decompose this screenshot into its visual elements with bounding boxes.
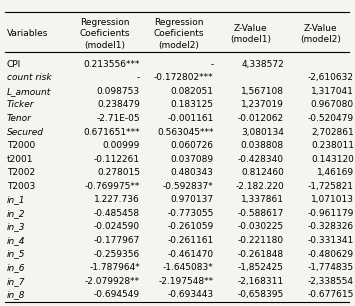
- Text: -2.182.220: -2.182.220: [235, 182, 284, 191]
- Text: Secured: Secured: [7, 128, 44, 136]
- Text: -0.428340: -0.428340: [238, 155, 284, 164]
- Text: 0.143120: 0.143120: [311, 155, 354, 164]
- Text: 0.038808: 0.038808: [241, 141, 284, 150]
- Text: -0.172802***: -0.172802***: [154, 73, 214, 82]
- Text: -0.961179: -0.961179: [308, 209, 354, 218]
- Text: -0.485458: -0.485458: [94, 209, 140, 218]
- Text: t2001: t2001: [7, 155, 33, 164]
- Text: -0.024590: -0.024590: [94, 222, 140, 232]
- Text: 0.238011: 0.238011: [311, 141, 354, 150]
- Text: -0.694549: -0.694549: [94, 290, 140, 299]
- Text: -0.773055: -0.773055: [167, 209, 214, 218]
- Text: count risk: count risk: [7, 73, 51, 82]
- Text: in_3: in_3: [7, 222, 25, 232]
- Text: 0.812460: 0.812460: [241, 168, 284, 177]
- Text: -1.645083*: -1.645083*: [163, 263, 214, 272]
- Text: in_5: in_5: [7, 250, 25, 259]
- Text: Z-Value
(model1): Z-Value (model1): [230, 24, 271, 44]
- Text: -0.261059: -0.261059: [168, 222, 214, 232]
- Text: CPI: CPI: [7, 60, 21, 69]
- Text: Variables: Variables: [7, 29, 48, 39]
- Text: -0.328326: -0.328326: [308, 222, 354, 232]
- Text: T2003: T2003: [7, 182, 35, 191]
- Text: in_7: in_7: [7, 277, 25, 286]
- Text: -2.71E-05: -2.71E-05: [96, 114, 140, 123]
- Text: -0.592837*: -0.592837*: [163, 182, 214, 191]
- Text: -0.588617: -0.588617: [237, 209, 284, 218]
- Text: -0.001161: -0.001161: [167, 114, 214, 123]
- Text: -1,774835: -1,774835: [308, 263, 354, 272]
- Text: 0.967080: 0.967080: [311, 100, 354, 110]
- Text: -2,610632: -2,610632: [308, 73, 354, 82]
- Text: Regression
Coeficients
(model1): Regression Coeficients (model1): [80, 18, 130, 50]
- Text: -0.480629: -0.480629: [308, 250, 354, 259]
- Text: -0.331341: -0.331341: [308, 236, 354, 245]
- Text: Z-Value
(model2): Z-Value (model2): [300, 24, 341, 44]
- Text: 1,46169: 1,46169: [317, 168, 354, 177]
- Text: -1.787964*: -1.787964*: [89, 263, 140, 272]
- Text: 0.098753: 0.098753: [97, 87, 140, 96]
- Text: 0.00999: 0.00999: [103, 141, 140, 150]
- Text: 3,080134: 3,080134: [241, 128, 284, 136]
- Text: in_8: in_8: [7, 290, 25, 299]
- Text: 4,338572: 4,338572: [241, 60, 284, 69]
- Text: 0.037089: 0.037089: [170, 155, 214, 164]
- Text: -0,658395: -0,658395: [237, 290, 284, 299]
- Text: -0.461470: -0.461470: [168, 250, 214, 259]
- Text: T2000: T2000: [7, 141, 35, 150]
- Text: -0.261848: -0.261848: [238, 250, 284, 259]
- Text: 0.563045***: 0.563045***: [157, 128, 214, 136]
- Text: Regression
Coeficients
(model2): Regression Coeficients (model2): [153, 18, 204, 50]
- Text: -0.221180: -0.221180: [238, 236, 284, 245]
- Text: 1,237019: 1,237019: [241, 100, 284, 110]
- Text: Tenor: Tenor: [7, 114, 32, 123]
- Text: 0.238479: 0.238479: [97, 100, 140, 110]
- Text: -0.677615: -0.677615: [308, 290, 354, 299]
- Text: -0.177967: -0.177967: [94, 236, 140, 245]
- Text: in_6: in_6: [7, 263, 25, 272]
- Text: 0.970137: 0.970137: [170, 195, 214, 204]
- Text: L_amount: L_amount: [7, 87, 51, 96]
- Text: -0.261161: -0.261161: [168, 236, 214, 245]
- Text: 1,567108: 1,567108: [241, 87, 284, 96]
- Text: in_4: in_4: [7, 236, 25, 245]
- Text: 0.183125: 0.183125: [171, 100, 214, 110]
- Text: 1,337861: 1,337861: [241, 195, 284, 204]
- Text: -1,852425: -1,852425: [238, 263, 284, 272]
- Text: -0.769975**: -0.769975**: [84, 182, 140, 191]
- Text: 0.278015: 0.278015: [97, 168, 140, 177]
- Text: 1.227.736: 1.227.736: [94, 195, 140, 204]
- Text: 2,702861: 2,702861: [311, 128, 354, 136]
- Text: -2.079928**: -2.079928**: [85, 277, 140, 286]
- Text: 0.671651***: 0.671651***: [83, 128, 140, 136]
- Text: 1,317041: 1,317041: [311, 87, 354, 96]
- Text: Ticker: Ticker: [7, 100, 34, 110]
- Text: -0.030225: -0.030225: [238, 222, 284, 232]
- Text: -0.012062: -0.012062: [238, 114, 284, 123]
- Text: 0.082051: 0.082051: [171, 87, 214, 96]
- Text: -0.693443: -0.693443: [168, 290, 214, 299]
- Text: -2.197548**: -2.197548**: [159, 277, 214, 286]
- Text: -2,168311: -2,168311: [238, 277, 284, 286]
- Text: 1,071013: 1,071013: [311, 195, 354, 204]
- Text: -1,725821: -1,725821: [308, 182, 354, 191]
- Text: -0.520479: -0.520479: [308, 114, 354, 123]
- Text: -: -: [137, 73, 140, 82]
- Text: 0.060726: 0.060726: [171, 141, 214, 150]
- Text: -2,338554: -2,338554: [308, 277, 354, 286]
- Text: in_1: in_1: [7, 195, 25, 204]
- Text: -0.112261: -0.112261: [94, 155, 140, 164]
- Text: 0.213556***: 0.213556***: [83, 60, 140, 69]
- Text: 0.480343: 0.480343: [171, 168, 214, 177]
- Text: -0.259356: -0.259356: [94, 250, 140, 259]
- Text: -: -: [211, 60, 214, 69]
- Text: T2002: T2002: [7, 168, 35, 177]
- Text: in_2: in_2: [7, 209, 25, 218]
